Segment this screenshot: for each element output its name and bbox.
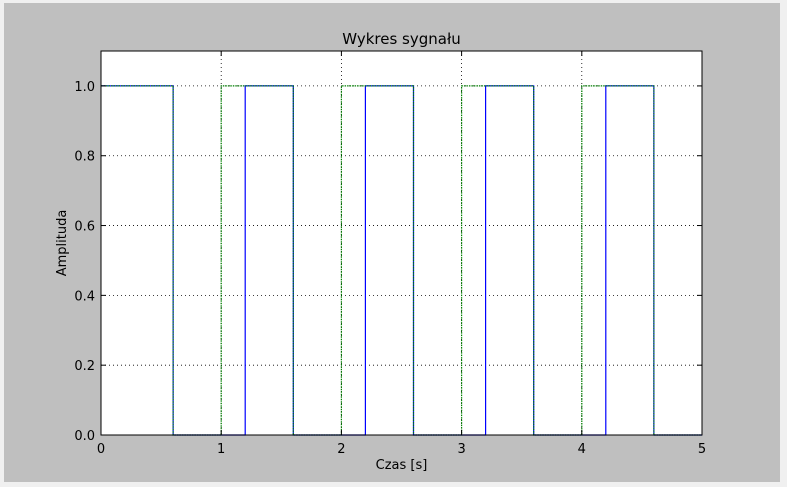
x-tick-label: 4 bbox=[578, 442, 586, 457]
x-tick-label: 0 bbox=[97, 442, 105, 457]
series-line-2 bbox=[101, 85, 702, 436]
x-tick-label: 2 bbox=[337, 442, 345, 457]
x-tick-label: 5 bbox=[698, 442, 706, 457]
y-tick-label: 0.0 bbox=[74, 429, 95, 444]
series-layer bbox=[101, 85, 702, 436]
y-tick-label: 0.6 bbox=[74, 220, 95, 235]
y-tick-label: 1.0 bbox=[74, 80, 95, 95]
axes-frame bbox=[100, 50, 703, 436]
plot-area bbox=[101, 51, 702, 435]
chart: 0 1 2 3 4 50.00.20.40.60.81.0 Wykres sygnału … bbox=[55, 30, 706, 473]
figure-background: 0 1 2 3 4 5 0.0 0.2 0.4 0.6 0.8 1.0 Wykres sygnału … bbox=[4, 3, 780, 482]
y-tick-label: 0.2 bbox=[74, 359, 95, 374]
chart-title: Wykres sygnału bbox=[342, 30, 460, 48]
y-tick-label: 0.4 bbox=[74, 289, 95, 304]
x-tick-label: 1 bbox=[217, 442, 225, 457]
y-axis-label: Amplituda bbox=[55, 210, 70, 277]
y-tick-label: 0.8 bbox=[74, 150, 95, 165]
x-axis-label: Czas [s] bbox=[376, 458, 428, 473]
ticks: 0 1 2 3 4 5 0.0 0.2 0.4 0.6 0.8 1.0 bbox=[74, 51, 706, 457]
x-tick-label: 3 bbox=[457, 442, 465, 457]
